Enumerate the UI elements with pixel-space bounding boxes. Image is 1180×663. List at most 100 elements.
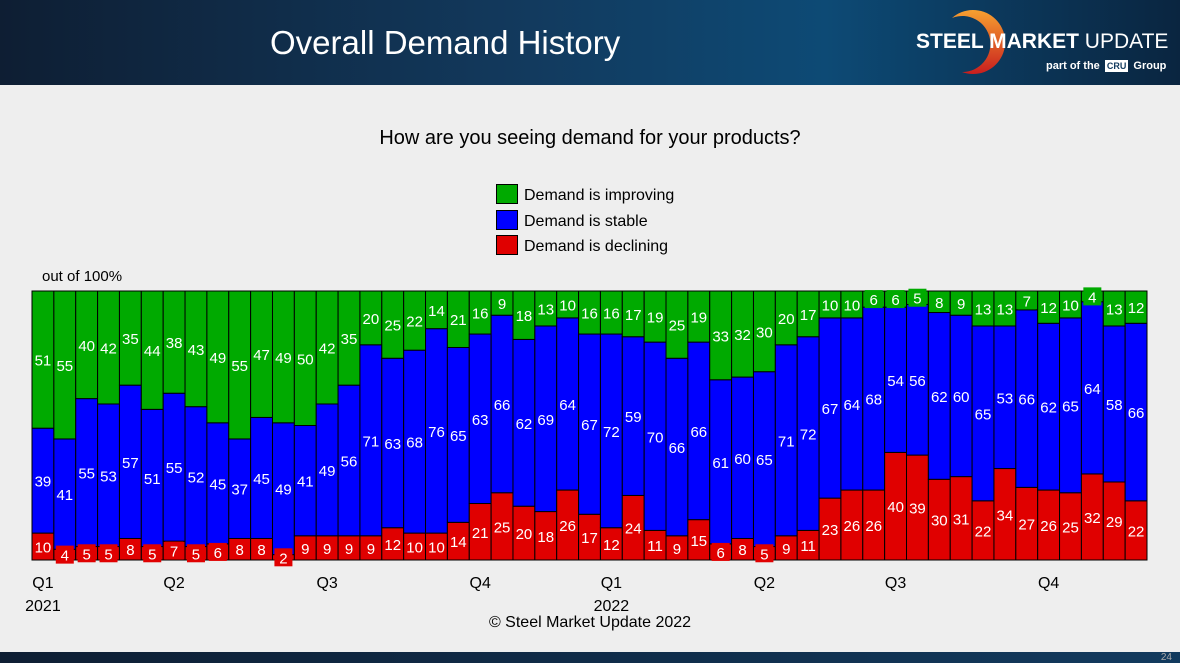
data-label-box [864, 290, 883, 309]
data-label: 39 [35, 474, 52, 491]
x-tick-label: Q3 [316, 575, 337, 592]
data-label: 57 [122, 455, 139, 472]
data-label: 19 [690, 310, 707, 327]
data-label-box [99, 544, 118, 563]
data-label: 49 [209, 350, 226, 367]
chart-title: How are you seeing demand for your produ… [379, 127, 801, 149]
data-label: 38 [166, 335, 183, 352]
data-label: 19 [647, 310, 664, 327]
data-label: 44 [144, 343, 161, 360]
data-label: 40 [887, 499, 904, 516]
data-label: 26 [559, 518, 576, 535]
data-label: 25 [384, 318, 401, 335]
data-label: 13 [997, 301, 1014, 318]
data-label: 26 [844, 518, 861, 535]
data-label: 45 [253, 471, 270, 488]
data-label: 22 [975, 523, 992, 540]
data-label: 9 [957, 296, 965, 313]
data-label: 67 [822, 401, 839, 418]
data-label: 62 [931, 389, 948, 406]
data-label: 16 [472, 306, 489, 323]
data-label: 69 [537, 412, 554, 429]
data-label: 40 [78, 338, 95, 355]
data-label: 55 [78, 466, 95, 483]
data-label: 70 [647, 429, 664, 446]
data-label: 53 [997, 390, 1014, 407]
data-label: 30 [756, 324, 773, 341]
data-label: 41 [297, 474, 314, 491]
data-label: 21 [450, 312, 467, 329]
data-label-box [274, 548, 293, 567]
data-label: 51 [35, 353, 52, 370]
data-label: 4 [1088, 289, 1096, 306]
data-label: 64 [844, 397, 861, 414]
data-label: 12 [1128, 300, 1145, 317]
data-label: 52 [188, 470, 205, 487]
data-label: 27 [1018, 517, 1035, 534]
data-label: 76 [428, 424, 445, 441]
data-label: 65 [975, 406, 992, 423]
data-label: 10 [559, 297, 576, 314]
data-label: 71 [363, 433, 380, 450]
data-label-box [908, 288, 927, 307]
data-label: 9 [367, 541, 375, 558]
data-label-box [77, 544, 96, 563]
data-label: 62 [516, 416, 533, 433]
data-label: 72 [800, 427, 817, 444]
data-label: 8 [236, 542, 244, 559]
data-label: 10 [844, 297, 861, 314]
data-label: 14 [450, 534, 467, 551]
data-label: 20 [778, 311, 795, 328]
data-label: 9 [673, 541, 681, 558]
data-label: 6 [870, 292, 878, 309]
data-label-box [1083, 287, 1102, 306]
data-label: 42 [319, 340, 336, 357]
data-label: 63 [472, 412, 489, 429]
data-label: 10 [428, 540, 445, 557]
steel-market-update-logo: STEEL MARKET UPDATE part of the CRU Grou… [912, 6, 1172, 78]
data-label: 9 [323, 541, 331, 558]
y-axis-label: out of 100% [42, 268, 123, 285]
legend-swatch [496, 184, 518, 204]
data-label: 64 [559, 397, 576, 414]
data-label: 62 [1040, 400, 1057, 417]
data-label: 64 [1084, 381, 1101, 398]
data-label: 17 [625, 307, 642, 324]
data-label: 10 [822, 297, 839, 314]
data-label: 16 [581, 306, 598, 323]
data-label: 8 [126, 542, 134, 559]
data-label: 26 [865, 518, 882, 535]
data-label: 29 [1106, 514, 1123, 531]
data-label: 25 [494, 519, 511, 536]
data-label: 63 [384, 436, 401, 453]
data-label: 61 [712, 455, 729, 472]
data-label-box [186, 544, 205, 563]
x-tick-label: Q2 [754, 575, 775, 592]
data-label: 2 [279, 550, 287, 567]
data-label: 66 [690, 424, 707, 441]
data-label: 47 [253, 347, 270, 364]
data-label: 37 [231, 482, 248, 499]
x-tick-label: Q2 [163, 575, 184, 592]
data-label: 35 [122, 331, 139, 348]
data-label: 20 [516, 526, 533, 543]
data-label: 13 [537, 301, 554, 318]
data-label: 32 [734, 327, 751, 344]
data-label: 68 [865, 392, 882, 409]
legend-swatch [496, 235, 518, 255]
data-label: 20 [363, 311, 380, 328]
data-label: 49 [319, 463, 336, 480]
data-label: 17 [581, 530, 598, 547]
data-label: 12 [1040, 300, 1057, 317]
data-label: 9 [301, 541, 309, 558]
data-label: 7 [170, 544, 178, 561]
data-label: 5 [192, 546, 200, 563]
data-label: 18 [537, 529, 554, 546]
data-label: 14 [428, 303, 445, 320]
data-label: 65 [1062, 398, 1079, 415]
data-label: 71 [778, 433, 795, 450]
data-label: 67 [581, 417, 598, 434]
data-label: 8 [935, 295, 943, 312]
logo-arc-icon [952, 10, 1006, 75]
legend-item-improving: Demand is improving [496, 184, 674, 205]
